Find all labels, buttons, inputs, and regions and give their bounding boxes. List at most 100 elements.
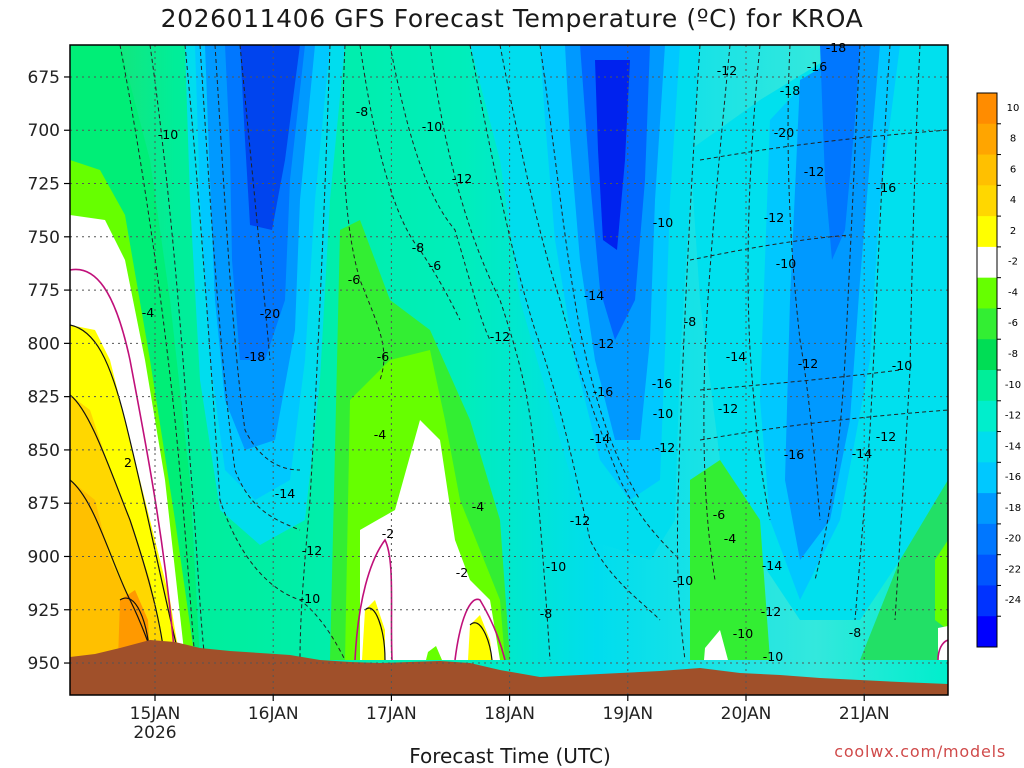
contour-label: -4 (142, 305, 155, 320)
colorbar-label: -24 (1005, 595, 1021, 606)
colorbar-label: -12 (1005, 411, 1021, 422)
field-blue-right (820, 45, 860, 260)
x-axis-label: Forecast Time (UTC) (409, 744, 611, 768)
contour-label: -10 (300, 591, 320, 606)
field-white-mid (360, 420, 500, 660)
y-axis-ticks: 675 700 725 750 775 800 825 850 875 900 925 950 (28, 68, 70, 674)
y-tick-label: 900 (28, 547, 60, 567)
colorbar-label: -14 (1005, 441, 1021, 452)
contour-label: -14 (852, 446, 872, 461)
colorbar: 10 8 6 4 2 -2 -4 -6 -8 -10 -12 -14 -16 -18 -20 -22 -24 (976, 92, 1021, 648)
contour-label: -4 (472, 499, 485, 514)
contour-label: -6 (429, 258, 442, 273)
contour-label: -12 (718, 401, 738, 416)
y-tick-label: 725 (28, 175, 60, 195)
plot-area (70, 45, 948, 695)
contour-label: -12 (594, 336, 614, 351)
colorbar-swatch (977, 308, 997, 340)
contour-label: -8 (356, 104, 369, 119)
y-tick-label: 675 (28, 68, 60, 88)
y-tick-label: 825 (28, 388, 60, 408)
contour-label: -10 (653, 215, 673, 230)
x-tick-label: 18JAN (484, 704, 535, 724)
contour-label: -12 (570, 513, 590, 528)
contour-label: -14 (275, 486, 295, 501)
contour-label: -16 (593, 384, 613, 399)
contour-labels: -10 -8 -10 -12 -12 -16 -18 -8 -6 -6 -4 -20 -18 -14 -12… (124, 40, 912, 664)
contour-label: -10 (892, 358, 912, 373)
contour-label: -16 (784, 447, 804, 462)
colorbar-swatch (977, 216, 997, 248)
contour-label: -18 (245, 349, 265, 364)
colorbar-swatch (977, 462, 997, 494)
chart-title: 2026011406 GFS Forecast Temperature (ºC)… (160, 4, 864, 33)
x-tick-label: 17JAN (366, 704, 417, 724)
y-tick-label: 750 (28, 228, 60, 248)
contour-label: -10 (546, 559, 566, 574)
x-tick-label: 21JAN (839, 704, 890, 724)
y-tick-label: 875 (28, 494, 60, 514)
field-lime-far-right (935, 540, 948, 630)
dashed-contours (119, 45, 948, 661)
contour-label: -12 (876, 429, 896, 444)
colorbar-label: -8 (1008, 349, 1018, 360)
contour-label: -12 (804, 164, 824, 179)
contour-label: -2 (382, 526, 394, 541)
contour-label: -8 (684, 314, 697, 329)
colorbar-label: 2 (1010, 226, 1016, 237)
field-yellow-mid1 (362, 600, 385, 660)
contour-label: -16 (652, 376, 672, 391)
y-tick-label: 800 (28, 334, 60, 354)
colorbar-swatch (977, 339, 997, 371)
colorbar-label: -2 (1008, 257, 1018, 268)
contour-label: -12 (490, 329, 510, 344)
y-tick-label: 850 (28, 441, 60, 461)
colorbar-label: 10 (1007, 103, 1020, 114)
y-tick-label: 950 (28, 654, 60, 674)
contour-label: -16 (807, 59, 827, 74)
contour-label: -12 (717, 63, 737, 78)
contour-label: -14 (584, 288, 604, 303)
contour-label: -20 (260, 306, 280, 321)
colorbar-swatch (977, 493, 997, 525)
contour-label: -10 (422, 119, 442, 134)
x-tick-label: 19JAN (602, 704, 653, 724)
colorbar-label: -6 (1008, 318, 1018, 329)
contour-label: -10 (158, 127, 178, 142)
contour-label: -6 (377, 349, 390, 364)
contour-label: -8 (849, 625, 862, 640)
contour-label: -6 (348, 272, 361, 287)
colorbar-swatch (977, 370, 997, 402)
field-azure-right (785, 45, 880, 560)
colorbar-swatch (977, 246, 997, 279)
colorbar-label: -20 (1005, 534, 1021, 545)
credit-text: coolwx.com/models (834, 742, 1006, 761)
x-tick-label: 16JAN (248, 704, 299, 724)
x-tick-sublabel: 2026 (133, 723, 176, 743)
contour-label: -6 (713, 507, 726, 522)
colorbar-label: -10 (1005, 380, 1021, 391)
contour-label: -12 (798, 356, 818, 371)
contour-label: -10 (733, 626, 753, 641)
colorbar-label: -4 (1008, 287, 1018, 298)
contour-label: -12 (764, 210, 784, 225)
colorbar-swatch (977, 185, 997, 217)
contour-label: -12 (302, 543, 322, 558)
colorbar-swatch (977, 154, 997, 186)
contour-label: -4 (724, 531, 737, 546)
colorbar-label: 8 (1010, 134, 1016, 145)
gridlines (70, 45, 948, 695)
field-darkblue-trough1 (240, 45, 300, 230)
colorbar-label: -16 (1005, 472, 1021, 483)
y-tick-label: 925 (28, 601, 60, 621)
contour-label: -12 (761, 604, 781, 619)
contour-label: -8 (540, 606, 553, 621)
colorbar-swatch (977, 431, 997, 463)
colorbar-swatch (977, 277, 997, 309)
contour-label: -10 (776, 256, 796, 271)
colorbar-swatch (977, 400, 997, 433)
x-tick-label: 20JAN (721, 704, 772, 724)
contour-label: -14 (590, 431, 610, 446)
